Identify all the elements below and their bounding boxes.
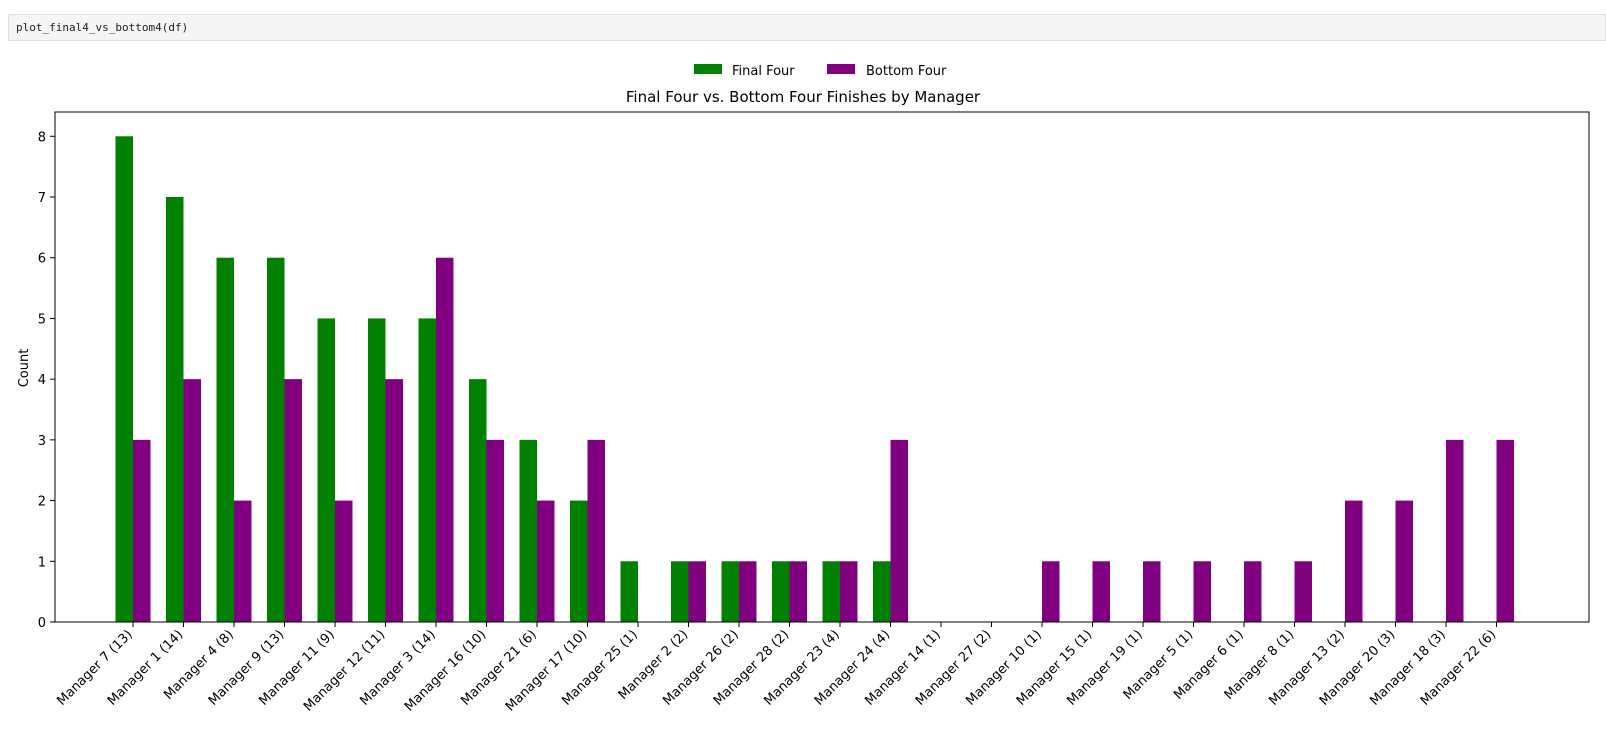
bar-final-four [166,197,184,622]
bar-final-four [671,561,689,622]
bar-bottom-four [486,439,504,622]
bar-bottom-four [1193,561,1211,622]
bar-bottom-four [739,561,757,622]
bar-bottom-four [1244,561,1262,622]
y-axis: 0 1 2 3 4 5 6 7 8 [38,130,55,631]
bar-final-four [469,379,487,622]
y-tick-label: 1 [38,555,46,570]
bar-final-four [368,318,386,622]
bar-final-four [570,500,588,622]
bar-final-four [267,257,285,622]
bar-final-four [317,318,335,622]
bar-bottom-four [537,500,555,622]
y-tick-label: 2 [38,495,46,510]
y-tick-label: 5 [38,312,46,327]
chart-title: Final Four vs. Bottom Four Finishes by M… [626,88,981,106]
bar-bottom-four [587,439,605,622]
bar-final-four [519,439,537,622]
legend-swatch [827,64,855,74]
bar-final-four [822,561,840,622]
legend: Final Four Bottom Four [694,64,947,79]
bar-bottom-four [436,257,454,622]
legend-swatch [694,64,722,74]
bars [115,136,1514,623]
bar-bottom-four [1042,561,1060,622]
bar-final-four [115,136,133,623]
bar-bottom-four [1496,439,1514,622]
bar-final-four [216,257,234,622]
code-cell-source: plot_final4_vs_bottom4(df) [16,21,189,34]
bar-final-four [620,561,638,622]
bar-bottom-four [183,379,201,622]
bar-bottom-four [840,561,858,622]
bar-bottom-four [890,439,908,622]
plot-frame [54,111,1590,623]
bar-bottom-four [133,439,151,622]
bar-bottom-four [335,500,353,622]
y-tick-label: 8 [38,130,46,145]
bar-bottom-four [1395,500,1413,622]
bar-bottom-four [1345,500,1363,622]
bar-bottom-four [1092,561,1110,622]
x-axis: Manager 7 (13)Manager 1 (14)Manager 4 (8… [54,622,1499,715]
y-tick-label: 4 [38,373,46,388]
y-tick-label: 0 [38,616,46,631]
bar-final-four [721,561,739,622]
bar-bottom-four [1143,561,1161,622]
bar-bottom-four [284,379,302,622]
bar-bottom-four [688,561,706,622]
y-tick-label: 7 [38,191,46,206]
bar-final-four [772,561,790,622]
y-axis-label: Count [17,349,32,388]
bar-bottom-four [1294,561,1312,622]
legend-label: Bottom Four [866,64,947,79]
y-tick-label: 3 [38,434,46,449]
code-cell[interactable]: plot_final4_vs_bottom4(df) [8,14,1606,41]
bar-bottom-four [385,379,403,622]
bar-bottom-four [234,500,252,622]
bar-bottom-four [789,561,807,622]
bar-bottom-four [1446,439,1464,622]
bar-final-four [873,561,891,622]
y-tick-label: 6 [38,252,46,267]
legend-label: Final Four [732,64,795,79]
bar-final-four [418,318,436,622]
